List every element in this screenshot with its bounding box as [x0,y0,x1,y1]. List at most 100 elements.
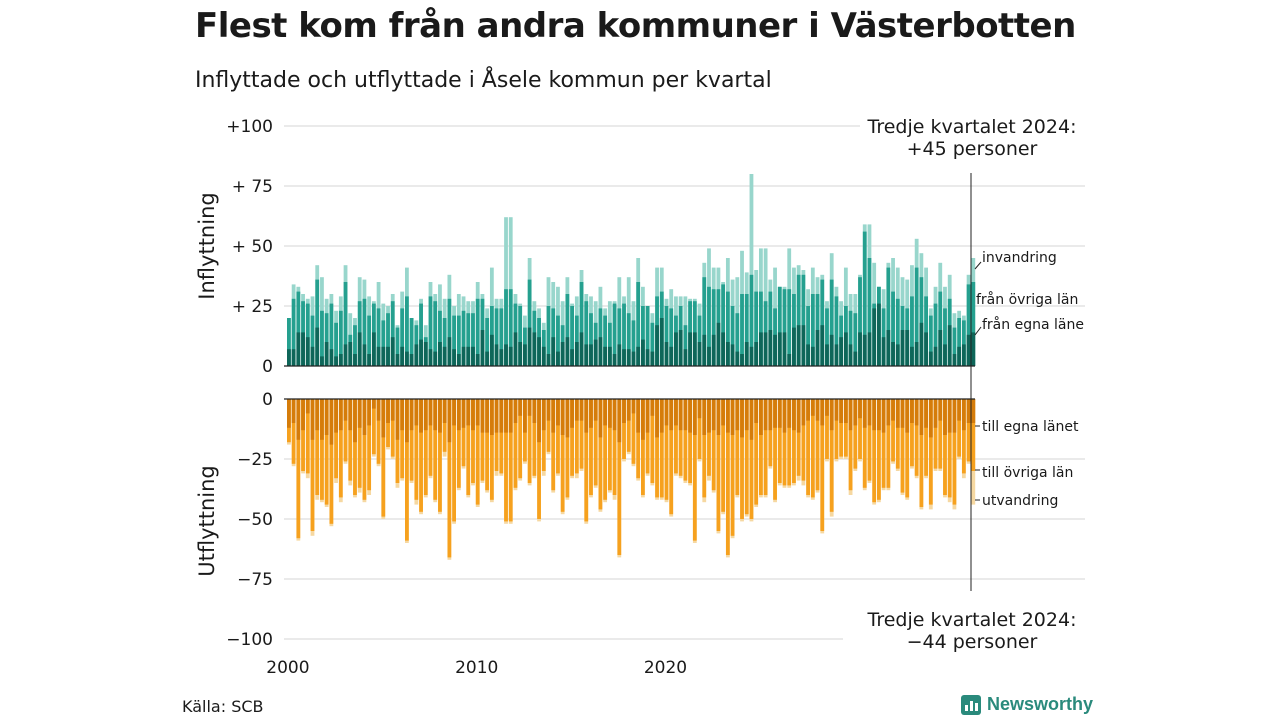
series-label-in-abroad: invandring [982,250,1057,266]
bar-in-other [777,286,782,366]
bar-in-own [494,344,499,366]
bar-in-own [532,332,537,366]
x-tick-labels: 2000 2010 2020 [266,658,687,678]
bar-out-other [565,399,570,498]
bar-in-other [721,284,726,366]
bar-out-own [579,399,584,421]
bar-in-other [636,282,641,366]
bar-in-other [707,286,711,366]
bar-in-own [810,346,815,366]
bar-in-other [527,279,532,366]
bar-in-own [900,330,905,366]
bar-out-other [891,399,895,462]
bar-in-other [801,274,806,366]
bar-in-other [556,315,560,366]
bar-in-other [862,231,867,366]
bar-out-own [749,399,754,440]
source-note: Källa: SCB [182,697,264,716]
bar-in-other [353,325,357,366]
bar-in-other [810,294,815,366]
bar-in-own [371,332,376,366]
bar-out-own [291,399,296,423]
bar-out-other [494,399,499,471]
bar-out-own [334,399,338,433]
bar-in-own [612,354,617,366]
bar-in-other [471,313,475,366]
bar-in-own [607,346,612,366]
bar-out-own [589,399,593,428]
bar-in-other [499,308,504,366]
bar-out-other [853,399,858,469]
bar-in-other [334,322,338,366]
bar-out-other [763,399,768,495]
gridlines [284,125,1085,640]
bar-out-own [792,399,796,431]
bar-out-other [825,399,829,459]
chart-subtitle: Inflyttade och utflyttade i Åsele kommun… [195,68,772,93]
bar-out-own [966,399,971,423]
bar-in-own [376,346,381,366]
bar-in-other [320,310,324,366]
outflow-annotation-line1: Tredje kvartalet 2024: [867,609,1077,631]
bar-out-other [579,399,584,469]
bar-in-other [867,258,872,366]
bar-out-own [725,399,730,433]
bar-out-own [371,399,376,409]
bar-out-other [367,399,372,491]
bar-in-own [749,346,754,366]
bar-out-own [763,399,768,431]
bar-in-own [617,344,622,366]
bar-out-own [641,399,645,440]
bar-in-other [782,289,787,366]
bar-in-own [343,344,348,366]
bar-out-other [848,399,853,491]
bar-out-own [320,399,324,440]
bar-out-other [725,399,730,555]
series-label-out-abroad: utvandring [982,493,1058,509]
bar-in-other [914,267,919,366]
bar-in-own [702,334,707,366]
bar-out-own [315,399,320,431]
bar-out-other [570,399,574,476]
bar-out-own [834,399,839,421]
bar-out-own [626,399,631,421]
bar-out-own [688,399,692,433]
bar-in-other [447,298,452,366]
bar-out-other [928,399,933,505]
bar-out-other [957,399,962,457]
bar-out-other [362,399,367,500]
bar-out-own [305,399,310,414]
bar-in-other [796,274,801,366]
bar-in-own [721,332,726,366]
bar-out-other [589,399,593,495]
bar-in-own [655,325,659,366]
bar-in-own [768,330,773,366]
bar-in-own [938,330,943,366]
bar-out-own [452,399,456,426]
bar-out-own [532,399,537,423]
bar-out-own [796,399,801,433]
bar-out-other [759,399,763,495]
bar-in-other [287,318,291,366]
bar-out-other [626,399,631,452]
bar-in-own [952,354,957,366]
bar-out-other [499,399,504,474]
bar-out-other [754,399,759,505]
bar-out-other [697,399,702,459]
y-tick-label: −75 [237,570,273,590]
bar-in-own [584,344,589,366]
bar-out-own [801,399,806,426]
bar-in-own [853,351,858,366]
bar-out-own [386,399,390,423]
bar-in-own [593,339,598,366]
bar-out-other [419,399,423,512]
bar-in-other [433,301,438,366]
bar-in-other [943,308,947,366]
bar-in-own [971,332,976,366]
bar-out-other [716,399,721,531]
bar-out-own [928,399,933,438]
bar-out-other [357,399,362,488]
bar-in-other [631,320,636,366]
bar-out-other [390,399,395,457]
bar-out-own [287,399,291,428]
